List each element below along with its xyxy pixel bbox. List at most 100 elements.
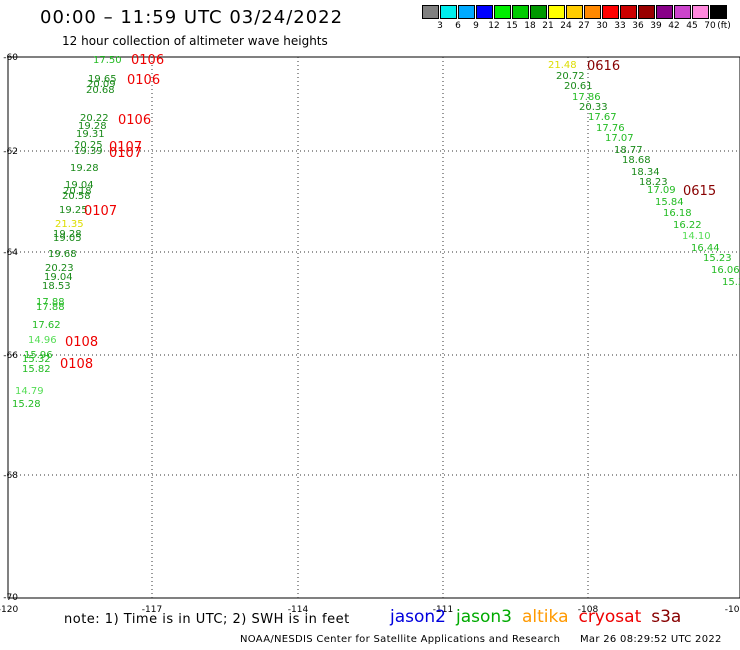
pass-time-label: 0616 xyxy=(587,59,620,74)
legend-label: 21 xyxy=(542,21,554,31)
legend-label: (ft) xyxy=(717,21,731,31)
wave-height-label: 20.72 xyxy=(556,71,585,82)
legend-swatch xyxy=(692,5,709,19)
wave-height-label: 19.28 xyxy=(53,229,82,240)
legend-swatch xyxy=(710,5,727,19)
legend-label: 15 xyxy=(506,21,518,31)
wave-height-label: 19.04 xyxy=(65,180,94,191)
wave-height-label: 20.09 xyxy=(87,79,116,90)
satellite-legend: jason2 jason3 altika cryosat s3a xyxy=(390,607,691,627)
pass-time-label: 0107 xyxy=(109,146,142,161)
pass-time-label: 0106 xyxy=(127,73,160,88)
wave-height-label: 17.67 xyxy=(588,112,617,123)
wave-height-label: 17.76 xyxy=(596,123,625,134)
pass-time-label: 0108 xyxy=(60,357,93,372)
legend-swatch xyxy=(548,5,565,19)
legend-label: 12 xyxy=(488,21,500,31)
pass-time-label: 0106 xyxy=(118,113,151,128)
wave-height-label: 16.22 xyxy=(673,220,702,231)
wave-height-label: 17.88 xyxy=(36,302,65,313)
legend-swatch xyxy=(530,5,547,19)
wave-height-label: 17.86 xyxy=(572,92,601,103)
satellite-jason2: jason2 xyxy=(390,607,446,627)
lat-tick-label: -64 xyxy=(3,248,18,258)
page-subtitle: 12 hour collection of altimeter wave hei… xyxy=(62,34,328,48)
legend-swatch xyxy=(476,5,493,19)
legend-swatch xyxy=(620,5,637,19)
wave-height-label: 21.48 xyxy=(548,60,577,71)
wave-height-label: 20.61 xyxy=(564,81,593,92)
lat-tick-label: -66 xyxy=(3,351,18,361)
wave-height-label: 15.3 xyxy=(722,277,740,288)
wave-height-label: 21.35 xyxy=(55,219,84,230)
satellite-altika: altika xyxy=(522,607,569,627)
legend-swatch xyxy=(638,5,655,19)
wave-height-label: 17.50 xyxy=(93,55,122,66)
legend-swatch xyxy=(674,5,691,19)
wave-height-label: 17.62 xyxy=(32,320,61,331)
lon-tick-label: -114 xyxy=(288,605,309,615)
wave-height-label: 15.23 xyxy=(703,253,732,264)
wave-height-label: 20.33 xyxy=(579,102,608,113)
lon-tick-label: -108 xyxy=(578,605,599,615)
map-frame xyxy=(7,56,740,599)
credit-line: NOAA/NESDIS Center for Satellite Applica… xyxy=(240,634,561,645)
wave-height-label: 19.05 xyxy=(53,233,82,244)
wave-height-label: 20.18 xyxy=(63,186,92,197)
wave-height-label: 15.82 xyxy=(22,364,51,375)
wave-height-label: 20.68 xyxy=(86,85,115,96)
legend-swatch xyxy=(566,5,583,19)
legend-label: 24 xyxy=(560,21,572,31)
wave-height-label: 14.10 xyxy=(682,231,711,242)
wave-height-label: 18.68 xyxy=(622,155,651,166)
legend-label: 30 xyxy=(596,21,608,31)
wave-height-label: 17.88 xyxy=(36,297,65,308)
wave-height-label: 20.25 xyxy=(74,140,103,151)
lon-tick-label: -120 xyxy=(0,605,18,615)
legend-swatch xyxy=(512,5,529,19)
legend-label: 70 xyxy=(704,21,716,31)
legend-swatch xyxy=(440,5,457,19)
lon-tick-label: -111 xyxy=(433,605,453,615)
pass-time-label: 0107 xyxy=(84,204,117,219)
wave-height-label: 20.23 xyxy=(45,263,74,274)
legend-label: 27 xyxy=(578,21,590,31)
wave-height-label: 18.34 xyxy=(631,167,660,178)
legend-label: 39 xyxy=(650,21,662,31)
lat-tick-label: -70 xyxy=(3,593,18,603)
lat-tick-label: -68 xyxy=(3,471,18,481)
wave-height-label: 18.53 xyxy=(42,281,71,292)
wave-height-label: 15.96 xyxy=(24,350,53,361)
legend-label: 42 xyxy=(668,21,680,31)
lon-tick-label: -105 xyxy=(725,605,740,615)
wave-height-label: 19.28 xyxy=(78,121,107,132)
legend-swatch xyxy=(602,5,619,19)
wave-height-label: 17.09 xyxy=(647,185,676,196)
satellite-jason3: jason3 xyxy=(456,607,512,627)
wave-height-label: 19.39 xyxy=(74,146,103,157)
satellite-s3a: s3a xyxy=(651,607,682,627)
color-legend: 3 6 9 12 15 18 21 24 27 30 33 36 39 42 45 70 (ft) xyxy=(422,5,731,35)
wave-height-label: 16.06 xyxy=(711,265,740,276)
wave-height-label: 19.04 xyxy=(44,272,73,283)
legend-label: 33 xyxy=(614,21,626,31)
wave-height-label: 18.23 xyxy=(639,177,668,188)
wave-height-label: 19.31 xyxy=(76,129,105,140)
wave-height-label: 16.44 xyxy=(691,243,720,254)
wave-height-label: 17.07 xyxy=(605,133,634,144)
satellite-cryosat: cryosat xyxy=(578,607,642,627)
wave-height-label: 19.28 xyxy=(70,163,99,174)
pass-time-label: 0615 xyxy=(683,184,716,199)
wave-height-label: 15.28 xyxy=(12,399,41,410)
wave-height-label: 19.65 xyxy=(88,74,117,85)
lat-tick-label: -60 xyxy=(3,53,18,63)
footnote: note: 1) Time is in UTC; 2) SWH is in fe… xyxy=(64,612,350,627)
legend-swatch xyxy=(422,5,439,19)
wave-height-label: 19.25 xyxy=(59,205,88,216)
wave-height-label: 16.18 xyxy=(663,208,692,219)
legend-swatch xyxy=(458,5,475,19)
wave-height-label: 14.96 xyxy=(28,335,57,346)
legend-swatch xyxy=(656,5,673,19)
lon-tick-label: -117 xyxy=(142,605,162,615)
